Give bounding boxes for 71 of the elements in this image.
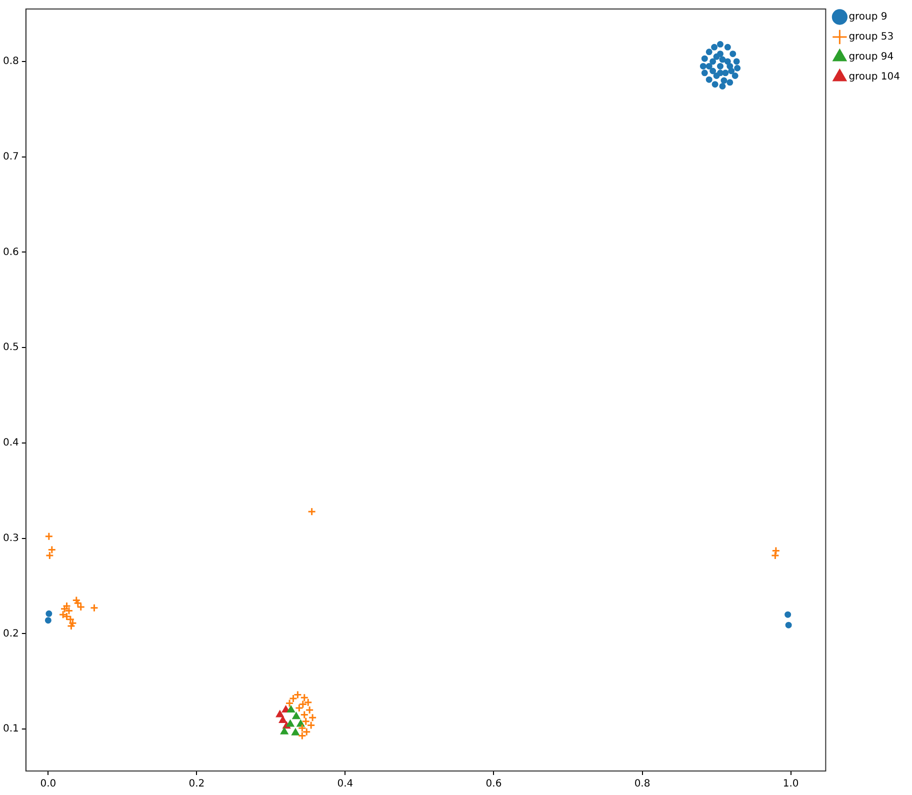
- legend-label: group 104: [848, 72, 900, 83]
- y-tick-label: 0.6: [2, 246, 19, 258]
- point: [292, 728, 300, 736]
- point: [279, 716, 287, 723]
- point: [724, 44, 731, 50]
- point: [701, 55, 708, 62]
- point: [308, 713, 317, 722]
- point: [726, 79, 734, 86]
- point: [300, 710, 309, 719]
- point: [716, 70, 724, 76]
- point: [701, 70, 708, 76]
- x-tick-label: 0.8: [634, 778, 650, 790]
- x-tick-label: 1.0: [782, 778, 799, 790]
- point: [298, 700, 308, 708]
- y-tick-label: 0.2: [2, 628, 19, 640]
- point: [298, 731, 306, 740]
- point: [716, 41, 724, 48]
- point: [728, 68, 735, 74]
- point: [48, 545, 56, 554]
- point: [770, 551, 780, 560]
- point: [285, 699, 294, 708]
- point: [45, 551, 54, 560]
- point: [308, 507, 316, 516]
- point: [706, 76, 712, 83]
- point: [286, 720, 294, 727]
- point: [726, 62, 734, 70]
- point: [719, 56, 726, 63]
- point: [733, 58, 740, 65]
- y-tick-label: 0.3: [2, 532, 19, 544]
- point: [710, 58, 716, 65]
- x-tick-label: 0.6: [486, 778, 502, 790]
- point: [90, 604, 98, 612]
- point: [305, 706, 314, 714]
- point: [719, 83, 726, 90]
- legend-label: group 53: [848, 32, 894, 43]
- point: [716, 62, 724, 70]
- point: [712, 81, 718, 88]
- point: [785, 622, 792, 628]
- y-tick-label: 0.7: [2, 151, 19, 162]
- point: [722, 70, 729, 76]
- point: [706, 48, 712, 56]
- point: [724, 58, 731, 65]
- point: [706, 62, 712, 70]
- point: [292, 712, 300, 720]
- point: [772, 546, 780, 555]
- point: [44, 617, 52, 624]
- point: [288, 694, 298, 703]
- y-tick-label: 0.5: [2, 342, 19, 354]
- y-tick-label: 0.8: [2, 56, 19, 68]
- x-tick-label: 0.4: [337, 778, 354, 790]
- point: [46, 610, 52, 617]
- point: [732, 72, 738, 80]
- point: [711, 44, 718, 50]
- point: [700, 62, 706, 70]
- point: [734, 64, 741, 72]
- point: [713, 53, 720, 60]
- x-tick-label: 0.0: [40, 778, 56, 790]
- point: [784, 611, 792, 618]
- point: [280, 728, 288, 734]
- point: [710, 68, 716, 74]
- point: [294, 704, 304, 712]
- point: [730, 50, 736, 58]
- point: [287, 706, 295, 712]
- y-tick-label: 0.1: [2, 724, 19, 735]
- legend-label: group 94: [848, 52, 894, 63]
- point: [720, 77, 728, 84]
- x-tick-label: 0.2: [188, 778, 205, 790]
- legend-label: group 9: [848, 12, 888, 23]
- y-tick-label: 0.4: [2, 438, 19, 449]
- point: [44, 532, 54, 541]
- point: [276, 710, 284, 718]
